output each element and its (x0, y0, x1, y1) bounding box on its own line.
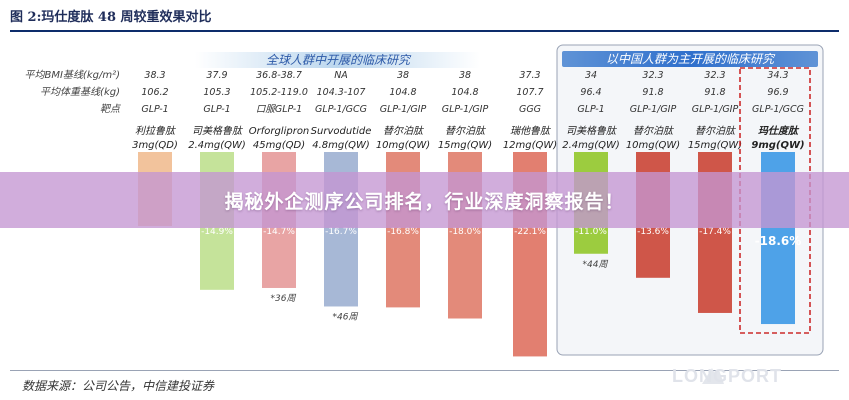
bmi-value: 38 (459, 70, 471, 81)
promo-banner[interactable]: 揭秘外企测序公司排名，行业深度洞察报告！ (0, 172, 849, 228)
drug-dose: 10mg(QW) (626, 140, 680, 151)
duration-note: *36周 (271, 293, 297, 304)
bmi-value: 38.3 (144, 70, 165, 81)
drug-name: Survodutide (311, 126, 372, 137)
promo-banner-text: 揭秘外企测序公司排名，行业深度洞察报告！ (224, 190, 625, 213)
source-note: 数据来源：公司公告，中信建投证券 (22, 379, 215, 393)
target-value: GLP-1/GCG (315, 104, 367, 115)
bmi-value: 34.3 (767, 70, 788, 81)
drug-dose: 3mg(QD) (132, 140, 178, 151)
drug-name: 替尔泊肽 (445, 125, 487, 137)
target-value: GGG (519, 104, 541, 115)
bmi-value: NA (334, 70, 348, 81)
bmi-value: 38 (397, 70, 409, 81)
row-label: 平均体重基线(kg) (40, 86, 120, 98)
bmi-value: 36.8-38.7 (256, 70, 302, 81)
drug-name: 替尔泊肽 (633, 125, 675, 137)
row-label: 平均BMI基线(kg/m²) (25, 69, 121, 81)
drug-dose: 15mg(QW) (688, 140, 742, 151)
bar-value-label: -16.8% (387, 227, 419, 237)
drug-dose: 2.4mg(QW) (188, 140, 246, 151)
drug-dose: 10mg(QW) (376, 140, 430, 151)
bar-value-label: -8.0% (142, 227, 169, 237)
weight-value: 107.7 (516, 87, 543, 98)
china-group-header-bg (562, 51, 818, 67)
target-value: GLP-1/GIP (692, 104, 739, 115)
bar-value-label: -18.6% (755, 234, 802, 248)
bar-value-label: -16.7% (325, 227, 357, 237)
bmi-value: 32.3 (704, 70, 725, 81)
china-group-header: 以中国人群为主开展的临床研究 (606, 52, 776, 66)
drug-name: 玛仕度肽 (758, 125, 800, 137)
watermark: LONGPORT (672, 366, 782, 386)
weight-value: 106.2 (141, 87, 168, 98)
bar-value-label: -13.6% (637, 227, 669, 237)
target-value: GLP-1 (577, 104, 604, 115)
global-group-header: 全球人群中开展的临床研究 (266, 53, 412, 67)
drug-dose: 12mg(QW) (503, 140, 557, 151)
target-value: GLP-1/GCG (752, 104, 804, 115)
weight-value: 96.4 (580, 87, 601, 98)
figure-title: 图 2:玛仕度肽 48 周较重效果对比 (10, 10, 212, 25)
drug-dose: 9mg(QW) (751, 140, 804, 151)
target-value: GLP-1 (141, 104, 168, 115)
bar-value-label: -11.0% (575, 227, 607, 237)
bar-value-label: -14.9% (201, 227, 233, 237)
bar-value-label: -17.4% (699, 227, 731, 237)
global-group-header-bg (195, 52, 480, 68)
drug-name: Orforglipron (249, 126, 310, 137)
bar-value-label: -14.7% (263, 227, 295, 237)
bmi-value: 37.3 (519, 70, 540, 81)
drug-dose: 15mg(QW) (438, 140, 492, 151)
duration-note: *44周 (583, 259, 609, 270)
drug-name: 瑞他鲁肽 (510, 125, 552, 137)
target-value: GLP-1 (203, 104, 230, 115)
drug-name: 司美格鲁肽 (566, 125, 618, 137)
bottom-rule (10, 370, 839, 371)
bar-value-label: -18.0% (449, 227, 481, 237)
duration-note: *46周 (333, 311, 359, 322)
drug-dose: 45mg(QD) (253, 140, 305, 151)
weight-value: 105.3 (203, 87, 230, 98)
bmi-value: 34 (585, 70, 597, 81)
drug-dose: 2.4mg(QW) (562, 140, 620, 151)
weight-value: 104.8 (389, 87, 416, 98)
target-value: GLP-1/GIP (630, 104, 677, 115)
drug-name: 替尔泊肽 (695, 125, 737, 137)
drug-name: 替尔泊肽 (383, 125, 425, 137)
target-value: 口服GLP-1 (256, 104, 302, 115)
weight-value: 104.3-107 (317, 87, 366, 98)
watermark-logo-icon (702, 368, 724, 384)
weight-value: 91.8 (704, 87, 725, 98)
drug-dose: 4.8mg(QW) (312, 140, 370, 151)
drug-column: 34 96.4 GLP-1 司美格鲁肽 2.4mg(QW) -11.0% *44周 (562, 70, 620, 270)
bar-value-label: -22.1% (514, 227, 546, 237)
bmi-value: 32.3 (642, 70, 663, 81)
drug-name: 司美格鲁肽 (192, 125, 244, 137)
bmi-value: 37.9 (206, 70, 227, 81)
weight-value: 104.8 (451, 87, 478, 98)
weight-value: 105.2-119.0 (250, 87, 308, 98)
weight-value: 91.8 (642, 87, 663, 98)
row-label: 靶点 (100, 103, 121, 115)
target-value: GLP-1/GIP (380, 104, 427, 115)
target-value: GLP-1/GIP (442, 104, 489, 115)
top-rule (10, 30, 839, 32)
weight-value: 96.9 (767, 87, 788, 98)
drug-name: 利拉鲁肽 (135, 125, 177, 137)
